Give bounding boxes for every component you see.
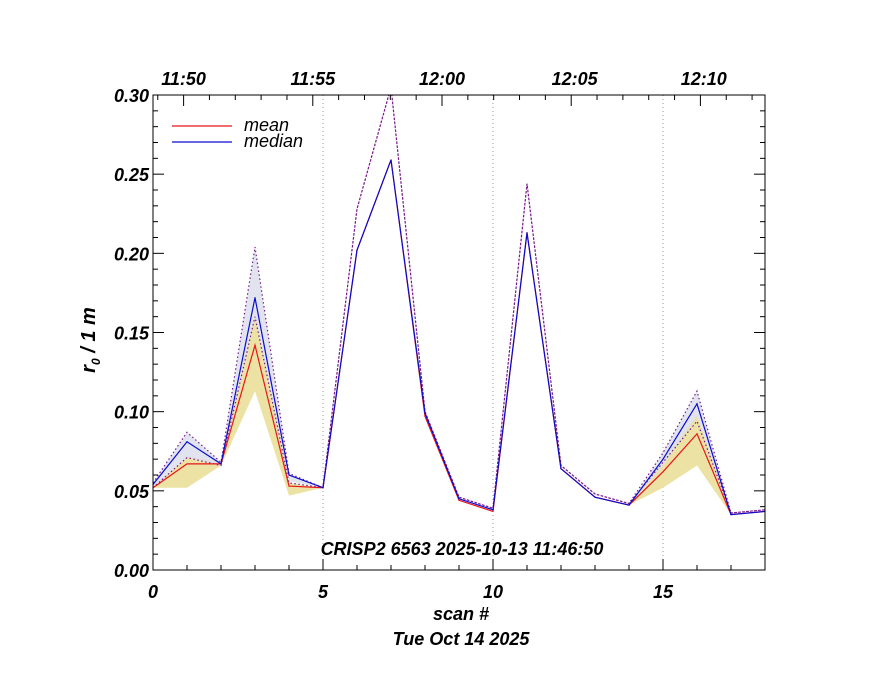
point-median-16 bbox=[696, 403, 698, 405]
y-axis-label: r0 / 1 m bbox=[78, 307, 103, 373]
vertical-gridlines bbox=[322, 95, 664, 570]
point-median-12 bbox=[560, 468, 562, 470]
y-tick-label-3: 0.15 bbox=[114, 324, 150, 344]
legend-label-mean: mean bbox=[244, 115, 289, 135]
point-median-14 bbox=[628, 504, 630, 506]
legend-label-median: median bbox=[244, 131, 303, 151]
dotted-mean bbox=[153, 95, 765, 514]
point-median-15 bbox=[662, 458, 664, 460]
top-tick-label-4: 12:10 bbox=[681, 69, 727, 89]
point-median-1 bbox=[186, 441, 188, 443]
point-median-17 bbox=[730, 513, 732, 516]
point-median-6 bbox=[356, 249, 358, 251]
point-mean-15 bbox=[662, 471, 664, 473]
point-mean-9 bbox=[458, 499, 460, 501]
y-axis-label-main: r bbox=[78, 364, 100, 373]
axes bbox=[152, 94, 766, 571]
y-tick-label-4: 0.20 bbox=[114, 244, 149, 264]
x-axis-label: scan # bbox=[433, 604, 489, 624]
x-tick-label-0: 0 bbox=[148, 582, 158, 602]
series-lines bbox=[153, 95, 765, 516]
dotted-median bbox=[153, 95, 765, 514]
point-median-3 bbox=[254, 297, 256, 299]
y-tick-label-2: 0.10 bbox=[114, 403, 149, 423]
x-axis-date: Tue Oct 14 2025 bbox=[393, 629, 531, 649]
point-mean-1 bbox=[186, 463, 188, 465]
point-median-10 bbox=[492, 509, 494, 511]
x-tick-label-10: 10 bbox=[483, 582, 503, 602]
point-median-4 bbox=[288, 474, 290, 476]
top-tick-label-2: 12:00 bbox=[419, 69, 465, 89]
y-tick-label-0: 0.00 bbox=[114, 561, 149, 581]
point-mean-3 bbox=[254, 344, 256, 346]
x-tick-label-15: 15 bbox=[653, 582, 674, 602]
spread-bands bbox=[153, 159, 765, 515]
y-tick-label-5: 0.25 bbox=[114, 165, 150, 185]
point-median-8 bbox=[424, 412, 426, 414]
chart-title: CRISP2 6563 2025-10-13 11:46:50 bbox=[321, 539, 604, 559]
top-tick-label-0: 11:50 bbox=[161, 69, 206, 89]
y-tick-label-6: 0.30 bbox=[114, 86, 149, 106]
legend: mean median bbox=[172, 115, 303, 151]
y-axis-label-unit: / 1 m bbox=[78, 307, 100, 358]
tick-labels: 0 5 10 15 0.00 0.05 0.10 0.15 0.20 0.25 0.30 11:50 1… bbox=[114, 69, 727, 602]
point-median-13 bbox=[594, 496, 596, 498]
point-median-5 bbox=[322, 487, 324, 489]
top-tick-label-1: 11:55 bbox=[290, 69, 336, 89]
x-tick-label-5: 5 bbox=[318, 582, 329, 602]
point-mean-8 bbox=[424, 415, 426, 418]
point-median-7 bbox=[390, 159, 392, 161]
point-median-11 bbox=[526, 232, 528, 234]
top-tick-label-3: 12:05 bbox=[552, 69, 599, 89]
point-median-9 bbox=[458, 498, 460, 500]
point-median-2 bbox=[220, 463, 222, 465]
point-mean-16 bbox=[696, 433, 698, 435]
point-mean-4 bbox=[288, 485, 290, 487]
y-axis-label-subscript: 0 bbox=[89, 358, 103, 365]
point-mean-10 bbox=[492, 510, 494, 513]
y-tick-label-1: 0.05 bbox=[114, 482, 150, 502]
